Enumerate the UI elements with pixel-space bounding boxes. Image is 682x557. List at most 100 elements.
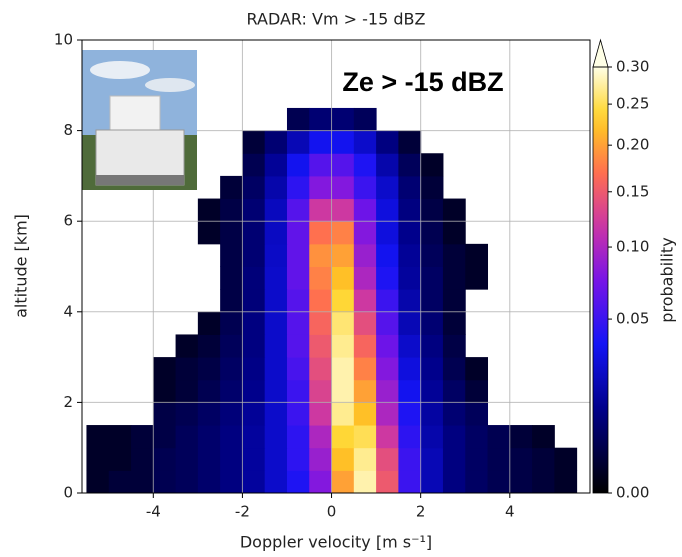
heat-cell [264, 289, 288, 313]
y-tick-label: 10 [54, 31, 73, 49]
heat-cell [420, 334, 444, 358]
heat-cell [509, 447, 533, 471]
heat-cell [108, 447, 132, 471]
heat-cell [286, 107, 310, 132]
heat-cell [309, 311, 333, 335]
heat-cell [220, 334, 243, 358]
heat-cell [242, 425, 266, 449]
heat-cell [309, 266, 333, 290]
x-tick-label: 0 [327, 503, 337, 521]
heat-cell [442, 402, 466, 426]
heat-cell [286, 289, 310, 313]
heat-cell [220, 402, 243, 426]
heat-cell [264, 379, 288, 403]
heat-cell [353, 198, 377, 222]
heat-cell [175, 357, 199, 381]
heat-cell [353, 130, 377, 154]
heat-cell [197, 334, 221, 358]
heat-cell [465, 425, 489, 449]
heat-cell [309, 198, 333, 222]
heat-cell [509, 425, 533, 449]
heat-cell [398, 221, 422, 245]
heat-cell [442, 243, 466, 267]
heat-cell [242, 447, 266, 471]
heat-cell [353, 107, 377, 132]
photo-radome [109, 95, 161, 133]
heat-cell [175, 334, 199, 358]
heat-cell [442, 357, 466, 381]
x-tick-label: -4 [146, 503, 161, 521]
heat-cell [442, 266, 466, 290]
heat-cell [353, 243, 377, 267]
heat-cell [376, 425, 399, 449]
heat-cell [286, 402, 310, 426]
heat-cell [242, 311, 266, 335]
heat-cell [242, 289, 266, 313]
heat-cell [487, 447, 511, 471]
heat-cell [309, 221, 333, 245]
heat-cell [86, 447, 110, 471]
heat-cell [220, 311, 243, 335]
heat-cell [309, 357, 333, 381]
colorbar-tick-label: 0.10 [616, 238, 649, 256]
y-tick-label: 6 [63, 212, 73, 230]
heat-cell [264, 130, 288, 154]
heat-cell [286, 266, 310, 290]
heat-cell [286, 425, 310, 449]
heat-cell [220, 379, 243, 403]
heat-cell [108, 470, 132, 494]
heat-cell [331, 289, 355, 313]
heat-cell [242, 334, 266, 358]
heat-cell [465, 402, 489, 426]
heat-cell [286, 221, 310, 245]
heat-cell [353, 153, 377, 177]
heat-cell [264, 357, 288, 381]
heat-cell [331, 153, 355, 177]
heat-cell [331, 357, 355, 381]
x-axis-label: Doppler velocity [m s⁻¹] [240, 533, 432, 552]
heat-cell [353, 379, 377, 403]
colorbar-frame [592, 66, 609, 494]
heat-cell [376, 198, 399, 222]
x-tick-label: 2 [416, 503, 426, 521]
heat-cell [309, 425, 333, 449]
heat-cell [331, 221, 355, 245]
heat-cell [398, 357, 422, 381]
heat-cell [420, 289, 444, 313]
heat-cell [242, 379, 266, 403]
heat-cell [376, 447, 399, 471]
heat-cell [353, 221, 377, 245]
heat-cell [220, 221, 243, 245]
heat-cell [353, 402, 377, 426]
heat-cell [264, 334, 288, 358]
colorbar-extend [592, 38, 609, 68]
colorbar-tick-label: 0.15 [616, 182, 649, 200]
heat-cell [309, 289, 333, 313]
inset-photo [82, 50, 197, 190]
heat-cell [331, 402, 355, 426]
heat-cell [376, 311, 399, 335]
heat-cell [309, 130, 333, 154]
heat-cell [420, 221, 444, 245]
heat-cell [532, 425, 555, 449]
heat-cell [398, 175, 422, 200]
heat-cell [220, 175, 243, 200]
heat-cell [420, 402, 444, 426]
heat-cell [331, 175, 355, 200]
heat-cell [309, 153, 333, 177]
heat-cell [465, 243, 489, 267]
heat-cell [420, 153, 444, 177]
colorbar-tick-label: 0.20 [616, 136, 649, 154]
heat-cell [242, 266, 266, 290]
heat-cell [242, 357, 266, 381]
heat-cell [420, 425, 444, 449]
heat-cell [398, 311, 422, 335]
heat-cell [264, 243, 288, 267]
heat-cell [286, 334, 310, 358]
heat-cell [331, 425, 355, 449]
heat-cell [86, 425, 110, 449]
heat-cell [420, 175, 444, 200]
heat-cell [420, 198, 444, 222]
heat-cell [309, 379, 333, 403]
heat-cell [420, 243, 444, 267]
